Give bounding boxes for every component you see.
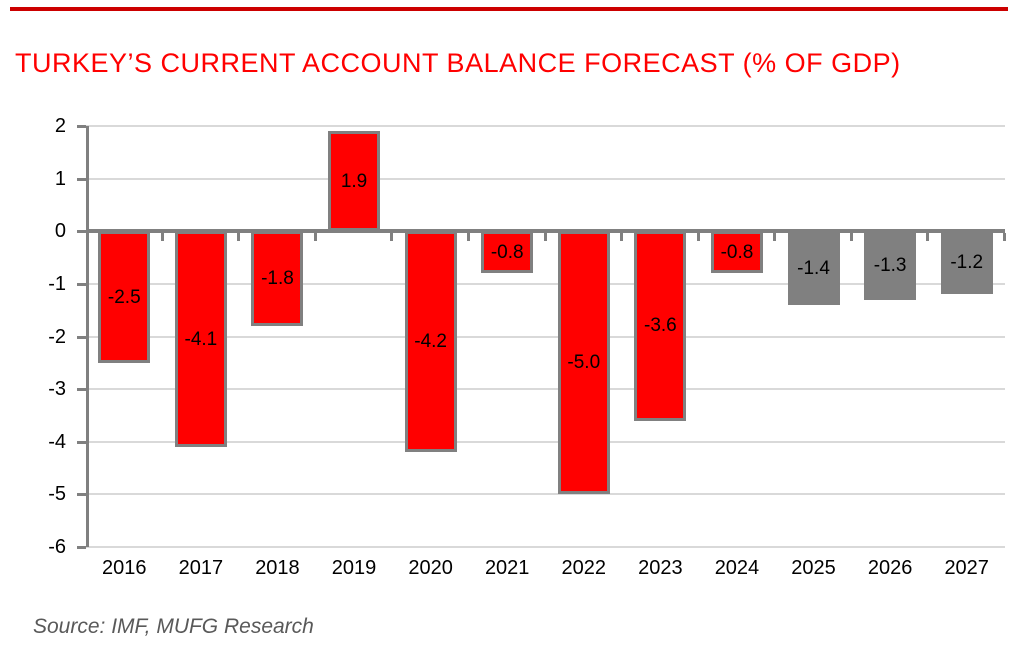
y-axis-label--3: -3: [48, 378, 66, 401]
gridline-y-2: [86, 125, 1005, 127]
x-axis-label-2018: 2018: [255, 557, 300, 579]
gridline-y--5: [86, 493, 1005, 496]
x-axis-tick-9: [773, 233, 777, 242]
x-axis-label-2025: 2025: [791, 557, 836, 579]
y-axis-label--6: -6: [48, 536, 66, 558]
bar-2016: -2.5: [98, 231, 151, 363]
bar-2027: -1.2: [940, 231, 993, 295]
x-axis-tick-8: [696, 233, 700, 242]
x-axis-tick-5: [466, 233, 470, 242]
bar-value-label-2018: -1.8: [261, 268, 294, 290]
y-axis-label--5: -5: [48, 483, 66, 506]
gridline-y-1: [86, 177, 1005, 180]
y-axis-label-1: 1: [54, 167, 66, 190]
gridline-y--1: [86, 282, 1005, 285]
bar-value-label-2020: -4.2: [414, 331, 447, 353]
bar-2018: -1.8: [251, 231, 304, 326]
y-axis-tick-0: [77, 230, 86, 234]
x-axis-tick-2: [237, 233, 241, 242]
bar-value-label-2026: -1.3: [873, 254, 907, 276]
bar-value-label-2025: -1.4: [797, 257, 830, 279]
x-axis-label-2021: 2021: [484, 557, 530, 579]
x-axis-label-2017: 2017: [178, 557, 224, 579]
bar-value-label-2021: -0.8: [490, 241, 524, 263]
x-axis-label-2027: 2027: [944, 557, 989, 579]
y-axis-label--1: -1: [48, 272, 66, 295]
x-axis-tick-4: [390, 233, 394, 242]
x-axis-label-2016: 2016: [102, 557, 147, 579]
chart-title: TURKEY’S CURRENT ACCOUNT BALANCE FORECAS…: [15, 48, 901, 78]
x-axis-label-2022: 2022: [561, 557, 607, 579]
bar-2021: -0.8: [481, 231, 534, 274]
x-axis-tick-10: [849, 233, 853, 242]
y-axis-label--2: -2: [48, 325, 66, 348]
bar-value-label-2022: -5.0: [567, 352, 601, 374]
y-axis-tick--6: [77, 546, 86, 549]
y-axis-tick-1: [77, 177, 86, 181]
bar-2024: -0.8: [710, 231, 763, 274]
y-axis-tick--4: [77, 440, 86, 444]
gridline-y--3: [86, 388, 1005, 391]
y-axis-label-2: 2: [54, 115, 66, 137]
y-axis-labels: 2 1 0 -1 -2 -3 -4 -5 -6: [0, 116, 66, 557]
y-axis-label-0: 0: [54, 220, 66, 243]
x-axis-tick-11: [926, 233, 930, 242]
plot-area: -2.5 -4.1 -1.8 1.9 -4.2 -0.8 -5.0 -3.6 -0.8 -1.4 -…: [77, 125, 1006, 549]
x-axis-label-2023: 2023: [638, 557, 683, 579]
y-axis-tick--2: [77, 335, 86, 339]
x-axis-tick-12: [1003, 233, 1006, 242]
bar-2019: 1.9: [328, 131, 381, 232]
bar-value-label-2023: -3.6: [644, 315, 677, 337]
x-axis-line: [86, 229, 1005, 234]
bar-value-label-2016: -2.5: [107, 286, 141, 308]
y-axis-tick-2: [77, 125, 86, 128]
bar-value-label-2019: 1.9: [340, 170, 368, 192]
gridline-y--2: [86, 335, 1005, 338]
bar-2022: -5.0: [557, 231, 610, 495]
bar-value-label-2027: -1.2: [950, 252, 984, 274]
x-axis-labels: 2016 2017 2018 2019 2020 2021 2022 2023 2024 2025…: [86, 556, 1005, 580]
bar-2023: -3.6: [634, 231, 687, 421]
y-axis-tick--1: [77, 282, 86, 286]
y-axis-tick--3: [77, 388, 86, 392]
source-note: Source: IMF, MUFG Research: [33, 615, 314, 638]
x-axis-tick-1: [160, 233, 164, 242]
x-axis-tick-3: [313, 233, 317, 242]
bar-value-label-2017: -4.1: [184, 328, 218, 350]
x-axis-tick-6: [543, 233, 547, 242]
bar-2026: -1.3: [864, 231, 917, 300]
x-axis-label-2020: 2020: [408, 557, 453, 579]
x-axis-label-2019: 2019: [331, 557, 377, 579]
bar-value-label-2024: -0.8: [720, 241, 754, 263]
gridline-y--4: [86, 440, 1005, 443]
x-axis-tick-7: [620, 233, 624, 242]
bar-2025: -1.4: [787, 231, 840, 305]
bar-2020: -4.2: [404, 231, 457, 453]
gridline-y--6: [86, 546, 1005, 548]
y-axis-line: [86, 126, 89, 547]
y-axis-label--4: -4: [48, 430, 66, 453]
top-rule-accent: [10, 7, 1008, 11]
y-axis-tick--5: [77, 493, 86, 497]
x-axis-label-2024: 2024: [714, 557, 760, 579]
x-axis-label-2026: 2026: [867, 557, 913, 579]
bar-2017: -4.1: [174, 231, 227, 447]
